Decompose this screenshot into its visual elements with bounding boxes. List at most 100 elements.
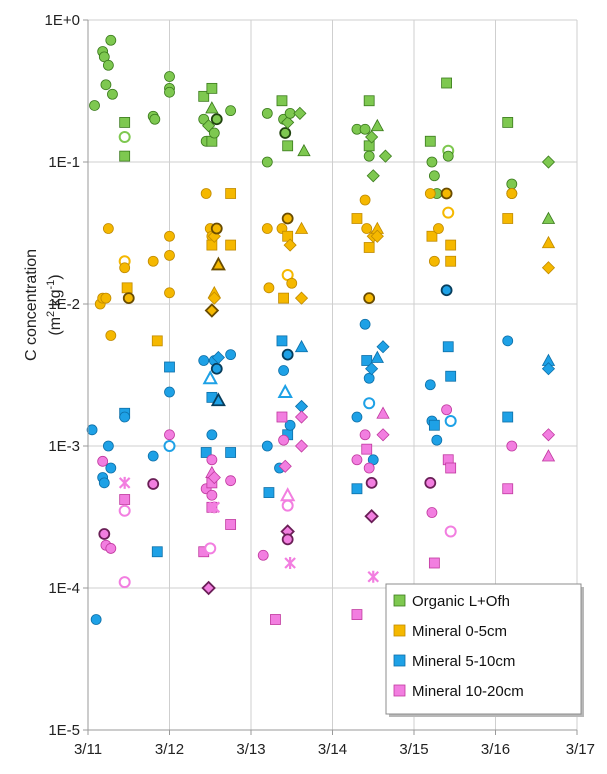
organic-point xyxy=(164,86,175,98)
mineral-5-10cm-point xyxy=(445,370,457,382)
series-mineral-5-10cm xyxy=(86,284,556,625)
mineral-5-10cm-point xyxy=(225,349,237,361)
mineral-0-5cm-point xyxy=(225,188,237,199)
mineral-0-5cm-point xyxy=(102,223,114,234)
mineral-10-20cm-point xyxy=(276,411,288,423)
mineral-10-20cm-point xyxy=(164,429,175,441)
x-tick-label: 3/17 xyxy=(566,741,595,758)
organic-point xyxy=(297,143,311,157)
mineral-10-20cm-point xyxy=(257,549,269,561)
mineral-10-20cm-point xyxy=(206,489,218,501)
organic-point xyxy=(424,135,436,147)
mineral-0-5cm-point xyxy=(363,242,375,253)
mineral-5-10cm-point xyxy=(86,424,98,436)
mineral-10-20cm-point xyxy=(208,501,221,514)
mineral-10-20cm-point xyxy=(201,580,216,596)
mineral-10-20cm-point xyxy=(445,462,457,474)
organic-point xyxy=(198,90,210,102)
organic-point xyxy=(261,156,273,168)
mineral-10-20cm-point xyxy=(207,470,221,485)
series-mineral-0-5cm xyxy=(94,187,556,347)
mineral-5-10cm-point xyxy=(164,386,175,398)
mineral-0-5cm-point xyxy=(541,235,556,249)
organic-point xyxy=(541,155,556,169)
organic-point xyxy=(366,169,380,183)
mineral-0-5cm-point xyxy=(283,238,297,252)
mineral-0-5cm-point xyxy=(502,213,514,224)
organic-point xyxy=(107,88,118,100)
organic-point xyxy=(164,71,175,82)
y-axis-label-unit-open: (m xyxy=(47,317,64,336)
mineral-0-5cm-point xyxy=(286,277,298,289)
mineral-5-10cm-point xyxy=(440,284,453,297)
mineral-10-20cm-point xyxy=(441,404,453,416)
organic-point xyxy=(276,95,288,107)
mineral-0-5cm-point xyxy=(210,222,223,235)
y-tick-label: 1E-5 xyxy=(48,722,80,739)
mineral-10-20cm-point xyxy=(279,487,296,502)
y-axis-label-unit-sup1: 2 xyxy=(45,311,57,317)
mineral-0-5cm-point xyxy=(541,261,556,275)
y-axis-label-unit-sup2: -1 xyxy=(45,280,57,290)
mineral-10-20cm-point xyxy=(351,454,363,466)
organic-point xyxy=(208,127,220,139)
organic-point xyxy=(225,105,237,117)
organic-point xyxy=(206,82,218,94)
mineral-0-5cm-point xyxy=(164,249,175,261)
mineral-0-5cm-point xyxy=(294,221,309,234)
legend-label: Mineral 5-10cm xyxy=(412,653,515,670)
legend-swatch xyxy=(393,684,406,697)
organic-point xyxy=(359,123,371,135)
mineral-10-20cm-point xyxy=(119,494,131,505)
mineral-10-20cm-point xyxy=(502,483,514,495)
y-tick-label: 1E-2 xyxy=(48,296,80,313)
mineral-10-20cm-point xyxy=(506,440,518,452)
mineral-5-10cm-point xyxy=(151,546,163,558)
mineral-5-10cm-point xyxy=(225,447,237,458)
organic-point xyxy=(281,115,295,129)
y-tick-label: 1E+0 xyxy=(45,12,80,29)
organic-point xyxy=(279,127,292,139)
mineral-10-20cm-point xyxy=(351,609,363,620)
mineral-5-10cm-point xyxy=(502,335,514,347)
mineral-0-5cm-point xyxy=(426,230,438,242)
mineral-5-10cm-point xyxy=(351,411,363,423)
mineral-0-5cm-point xyxy=(210,256,226,271)
mineral-5-10cm-point xyxy=(359,318,371,330)
mineral-0-5cm-point xyxy=(100,292,112,304)
mineral-0-5cm-point xyxy=(164,230,175,242)
mineral-0-5cm-point xyxy=(119,262,131,274)
organic-point xyxy=(119,150,131,162)
mineral-10-20cm-point xyxy=(278,459,292,473)
axes xyxy=(83,19,578,735)
mineral-10-20cm-point xyxy=(284,556,296,569)
mineral-5-10cm-point xyxy=(365,362,379,376)
organic-point xyxy=(205,101,219,114)
organic-point xyxy=(442,150,454,162)
organic-point xyxy=(282,140,294,152)
mineral-0-5cm-point xyxy=(370,229,384,243)
organic-point xyxy=(118,130,131,143)
mineral-10-20cm-point xyxy=(105,543,117,554)
organic-point xyxy=(428,170,440,182)
y-tick-label: 1E-4 xyxy=(48,580,80,597)
mineral-5-10cm-point xyxy=(428,419,440,431)
mineral-5-10cm-point xyxy=(202,370,218,385)
mineral-10-20cm-point xyxy=(424,476,437,489)
mineral-5-10cm-point xyxy=(361,355,373,366)
mineral-5-10cm-point xyxy=(206,429,218,441)
mineral-5-10cm-point xyxy=(163,440,176,452)
mineral-10-20cm-point xyxy=(444,525,457,538)
mineral-0-5cm-point xyxy=(294,291,309,305)
x-tick-label: 3/15 xyxy=(399,741,428,758)
mineral-5-10cm-point xyxy=(90,614,102,625)
legend-box xyxy=(385,583,582,715)
mineral-0-5cm-point xyxy=(121,282,133,294)
y-tick-labels: 1E-5 1E-4 1E-3 1E-2 1E-1 1E+0 xyxy=(45,12,80,739)
mineral-5-10cm-point xyxy=(164,361,175,373)
mineral-0-5cm-point xyxy=(281,212,294,225)
y-tick-label: 1E-1 xyxy=(48,154,80,171)
mineral-10-20cm-point xyxy=(367,570,380,583)
mineral-5-10cm-point xyxy=(541,362,556,376)
